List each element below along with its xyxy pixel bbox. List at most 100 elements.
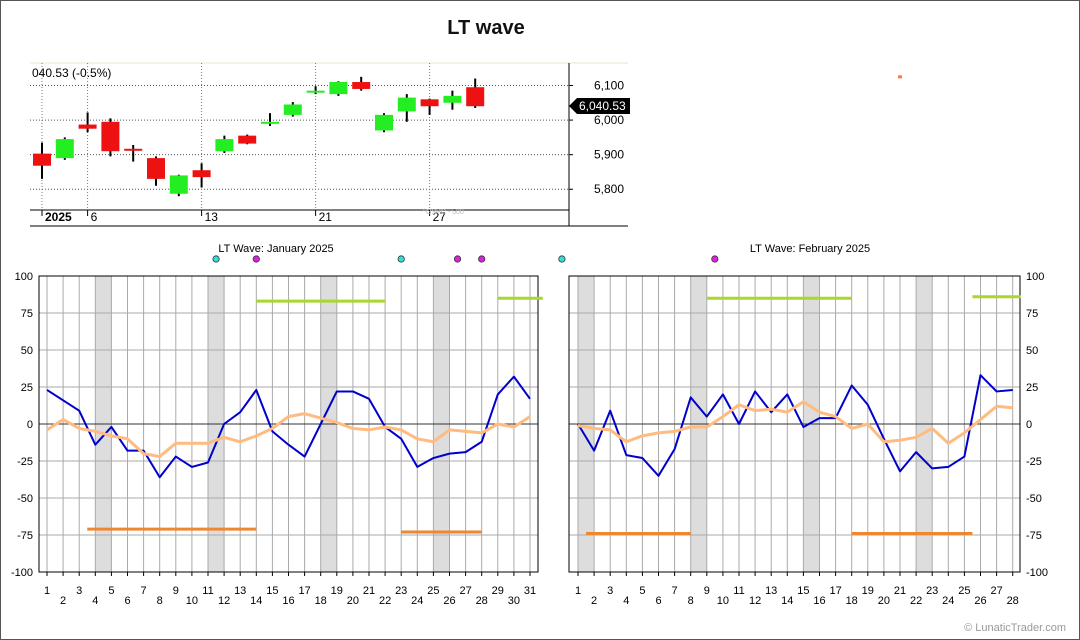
candle-body: [33, 153, 51, 166]
candle-body: [147, 158, 165, 179]
candle-body: [215, 139, 234, 152]
wave-y-label: -25: [17, 456, 33, 468]
cyan-dot: [212, 255, 220, 263]
wave-x-label: 27: [459, 585, 471, 597]
wave-x-label: 4: [623, 595, 629, 607]
january-chart-title: LT Wave: January 2025: [218, 243, 333, 255]
candle-body: [466, 87, 485, 107]
candle-body: [261, 121, 279, 124]
watermark: ^GSPC - 500: [423, 209, 464, 216]
price-x-label: 13: [205, 210, 219, 224]
candle-body: [306, 90, 325, 93]
wave-x-label: 3: [76, 585, 82, 597]
wave-x-label: 5: [639, 585, 645, 597]
wave-x-label: 20: [878, 595, 890, 607]
candle-body: [238, 135, 257, 144]
price-tick-label: 5,800: [594, 182, 624, 196]
wave-y-label: 75: [21, 308, 33, 320]
wave-x-label: 10: [717, 595, 729, 607]
wave-x-label: 25: [958, 585, 970, 597]
wave-x-label: 28: [1007, 595, 1019, 607]
wave-x-label: 17: [298, 585, 310, 597]
wave-x-label: 1: [575, 585, 581, 597]
wave-y-label: 0: [1026, 419, 1032, 431]
wave-y-label: -50: [1026, 493, 1042, 505]
magenta-dot: [478, 255, 486, 263]
wave-x-label: 4: [92, 595, 98, 607]
magenta-dot: [252, 255, 260, 263]
wave-x-label: 15: [266, 585, 278, 597]
wave-x-label: 1: [44, 585, 50, 597]
candle-body: [101, 121, 120, 152]
candle-body: [352, 82, 371, 89]
candle-body: [78, 124, 97, 129]
wave-x-label: 17: [829, 585, 841, 597]
wave-x-label: 10: [186, 595, 198, 607]
last-value-badge: 6,040.53: [569, 98, 630, 115]
wave-x-label: 12: [218, 595, 230, 607]
price-tick-label: 5,900: [594, 148, 624, 162]
candle-body: [124, 148, 143, 151]
wave-x-label: 9: [704, 585, 710, 597]
wave-y-label: 50: [1026, 345, 1038, 357]
wave-x-label: 3: [607, 585, 613, 597]
wave-y-label: 50: [21, 345, 33, 357]
candle-body: [192, 170, 211, 178]
wave-x-label: 9: [173, 585, 179, 597]
price-x-label: 6: [91, 210, 98, 224]
wave-x-label: 19: [331, 585, 343, 597]
wave-x-label: 11: [202, 585, 213, 597]
wave-x-label: 18: [315, 595, 327, 607]
credit-label: © LunaticTrader.com: [964, 622, 1066, 634]
wave-x-label: 7: [141, 585, 147, 597]
wave-x-label: 22: [379, 595, 391, 607]
february-wave-chart: LT Wave: February 2025 -100-75-50-250255…: [558, 243, 1048, 607]
wave-y-label: 25: [1026, 382, 1038, 394]
wave-x-label: 22: [910, 595, 922, 607]
price-x-label: 2025: [45, 210, 72, 224]
candle-body: [397, 97, 416, 112]
wave-x-label: 26: [443, 595, 455, 607]
wave-x-label: 2: [60, 595, 66, 607]
blue-series-line: [46, 375, 531, 479]
wave-y-label: 25: [21, 382, 33, 394]
wave-y-label: 0: [27, 419, 33, 431]
wave-x-label: 13: [234, 585, 246, 597]
wave-x-label: 20: [347, 595, 359, 607]
candle-body: [375, 114, 393, 131]
price-tick-label: 6,000: [594, 113, 624, 127]
orange-series-line: [46, 412, 531, 459]
price-x-label: 27: [433, 210, 447, 224]
wave-x-label: 24: [411, 595, 423, 607]
wave-x-label: 30: [508, 595, 520, 607]
wave-x-label: 19: [862, 585, 874, 597]
january-wave-chart: LT Wave: January 2025 -100-75-50-2502550…: [11, 243, 543, 607]
wave-x-label: 23: [926, 585, 938, 597]
wave-x-label: 21: [363, 585, 375, 597]
price-change-label: 040.53 (-0.5%): [32, 66, 111, 80]
wave-x-label: 13: [765, 585, 777, 597]
wave-x-label: 16: [282, 595, 294, 607]
candle-body: [443, 95, 462, 103]
wave-x-label: 12: [749, 595, 761, 607]
candle-body: [420, 99, 439, 107]
february-chart-title: LT Wave: February 2025: [750, 243, 870, 255]
price-chart: 040.53 (-0.5%) 5,800 5,900 6,000 6,100 2025 6…: [30, 62, 902, 227]
last-value-label: 6,040.53: [579, 99, 626, 113]
wave-y-label: -25: [1026, 456, 1042, 468]
wave-y-label: 75: [1026, 308, 1038, 320]
wave-x-label: 6: [124, 595, 130, 607]
wave-x-label: 31: [524, 585, 536, 597]
wave-y-label: -50: [17, 493, 33, 505]
wave-x-label: 8: [688, 595, 694, 607]
price-tick-label: 6,100: [594, 78, 624, 92]
wave-x-label: 6: [655, 595, 661, 607]
wave-x-label: 25: [427, 585, 439, 597]
wave-x-label: 2: [591, 595, 597, 607]
wave-y-label: -100: [1026, 567, 1048, 579]
wave-y-label: -75: [17, 530, 33, 542]
wave-x-label: 7: [672, 585, 678, 597]
candle-body: [283, 104, 302, 115]
wave-y-label: -75: [1026, 530, 1042, 542]
stray-marker: [898, 75, 902, 79]
